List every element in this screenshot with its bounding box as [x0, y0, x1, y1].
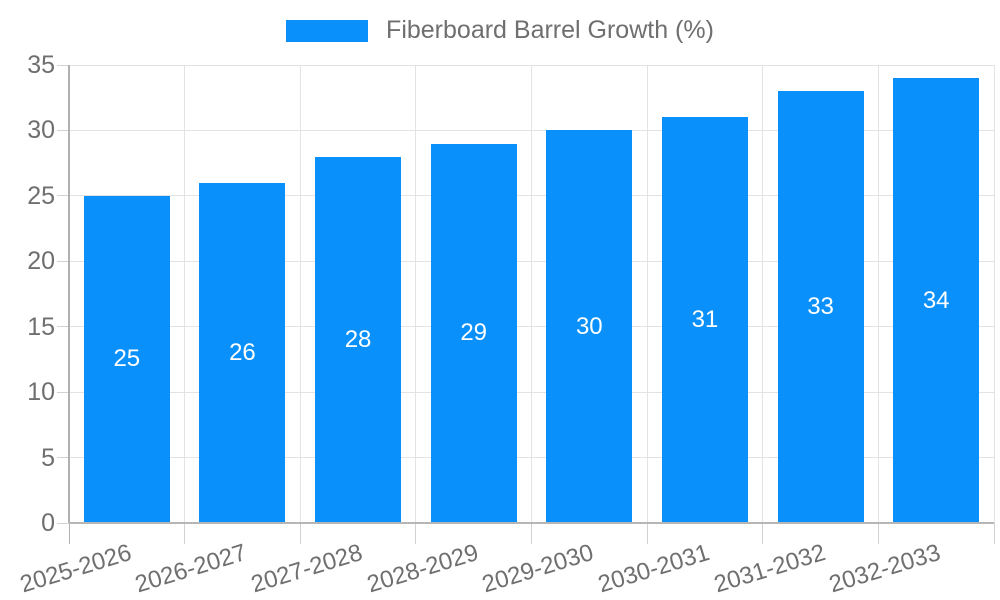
x-axis-category-label-text: 2030-2031 [594, 539, 713, 599]
y-axis-tick [57, 522, 69, 524]
x-gridline [415, 65, 417, 523]
legend-swatch [286, 19, 369, 42]
bar-value-label: 31 [691, 306, 719, 334]
y-axis-tick [57, 457, 69, 459]
x-axis-category-label-text: 2032-2033 [826, 539, 944, 599]
bar-value-label: 34 [922, 286, 950, 314]
y-axis-tick-label: 15 [27, 312, 55, 341]
y-axis-tick-label: 10 [27, 378, 55, 407]
x-gridline [762, 65, 764, 523]
x-axis-category-label: 2029-2030 [475, 539, 597, 598]
x-gridline [646, 65, 648, 523]
bar-value-label: 25 [113, 345, 141, 373]
bar-value-label: 26 [229, 338, 256, 366]
y-axis-tick [57, 64, 69, 66]
y-axis-line [68, 65, 70, 523]
x-axis-tick [68, 523, 70, 544]
x-axis-tick [993, 523, 995, 544]
bar[interactable] [893, 78, 980, 523]
x-axis-category-label-text: 2027-2028 [248, 539, 366, 599]
x-axis-tick [877, 523, 879, 544]
bar[interactable] [546, 130, 633, 523]
x-axis-category-label: 2028-2029 [359, 539, 482, 598]
x-gridline [877, 65, 879, 523]
y-axis-tick-label: 20 [27, 247, 55, 276]
x-axis-category-label-text: 2025-2026 [16, 539, 135, 599]
y-axis-tick-label: 0 [41, 509, 55, 537]
x-axis-category-label: 2031-2032 [706, 539, 829, 598]
y-axis-tick-label: 35 [27, 51, 55, 79]
x-axis-category-label-text: 2028-2029 [363, 539, 482, 599]
x-gridline [531, 65, 532, 523]
bar[interactable] [430, 143, 517, 523]
bar[interactable] [315, 156, 402, 523]
x-axis-tick [415, 523, 417, 544]
y-axis-tick [57, 326, 69, 328]
y-axis-tick-label: 25 [27, 181, 55, 210]
x-axis-tick [646, 523, 648, 544]
x-axis-tick [531, 523, 532, 544]
x-axis-category-label: 2026-2027 [128, 539, 250, 598]
x-gridline [993, 65, 995, 523]
x-axis-tick [184, 523, 186, 544]
bar[interactable] [199, 182, 286, 523]
x-axis-category-label: 2030-2031 [590, 539, 713, 598]
x-axis-tick [762, 523, 764, 544]
y-axis-tick [57, 195, 69, 197]
y-axis-tick [57, 129, 69, 131]
legend-item[interactable]: Fiberboard Barrel Growth (%) [0, 16, 1000, 45]
y-axis-tick [57, 260, 69, 262]
bar[interactable] [661, 117, 748, 523]
legend-label: Fiberboard Barrel Growth (%) [386, 16, 714, 44]
bar[interactable] [777, 91, 864, 523]
y-axis-tick-label: 5 [41, 443, 55, 472]
x-axis-category-label-text: 2029-2030 [479, 539, 597, 599]
x-axis-category-label: 2032-2033 [821, 539, 944, 598]
bar-value-label: 30 [575, 312, 603, 340]
x-axis-category-label-text: 2031-2032 [710, 539, 829, 599]
x-gridline [184, 65, 186, 523]
bar-value-label: 29 [460, 319, 488, 347]
y-axis-tick-label: 30 [27, 116, 55, 145]
x-gridline [299, 65, 301, 523]
x-axis-tick [299, 523, 301, 544]
bar[interactable] [83, 195, 170, 523]
x-axis-category-label-text: 2026-2027 [132, 539, 251, 599]
x-axis-category-label: 2027-2028 [243, 539, 366, 598]
x-axis-line [69, 522, 994, 524]
y-axis-tick [57, 391, 69, 393]
bar-value-label: 33 [807, 293, 834, 321]
x-axis-category-label: 2025-2026 [12, 539, 135, 598]
bar-value-label: 28 [344, 325, 372, 353]
